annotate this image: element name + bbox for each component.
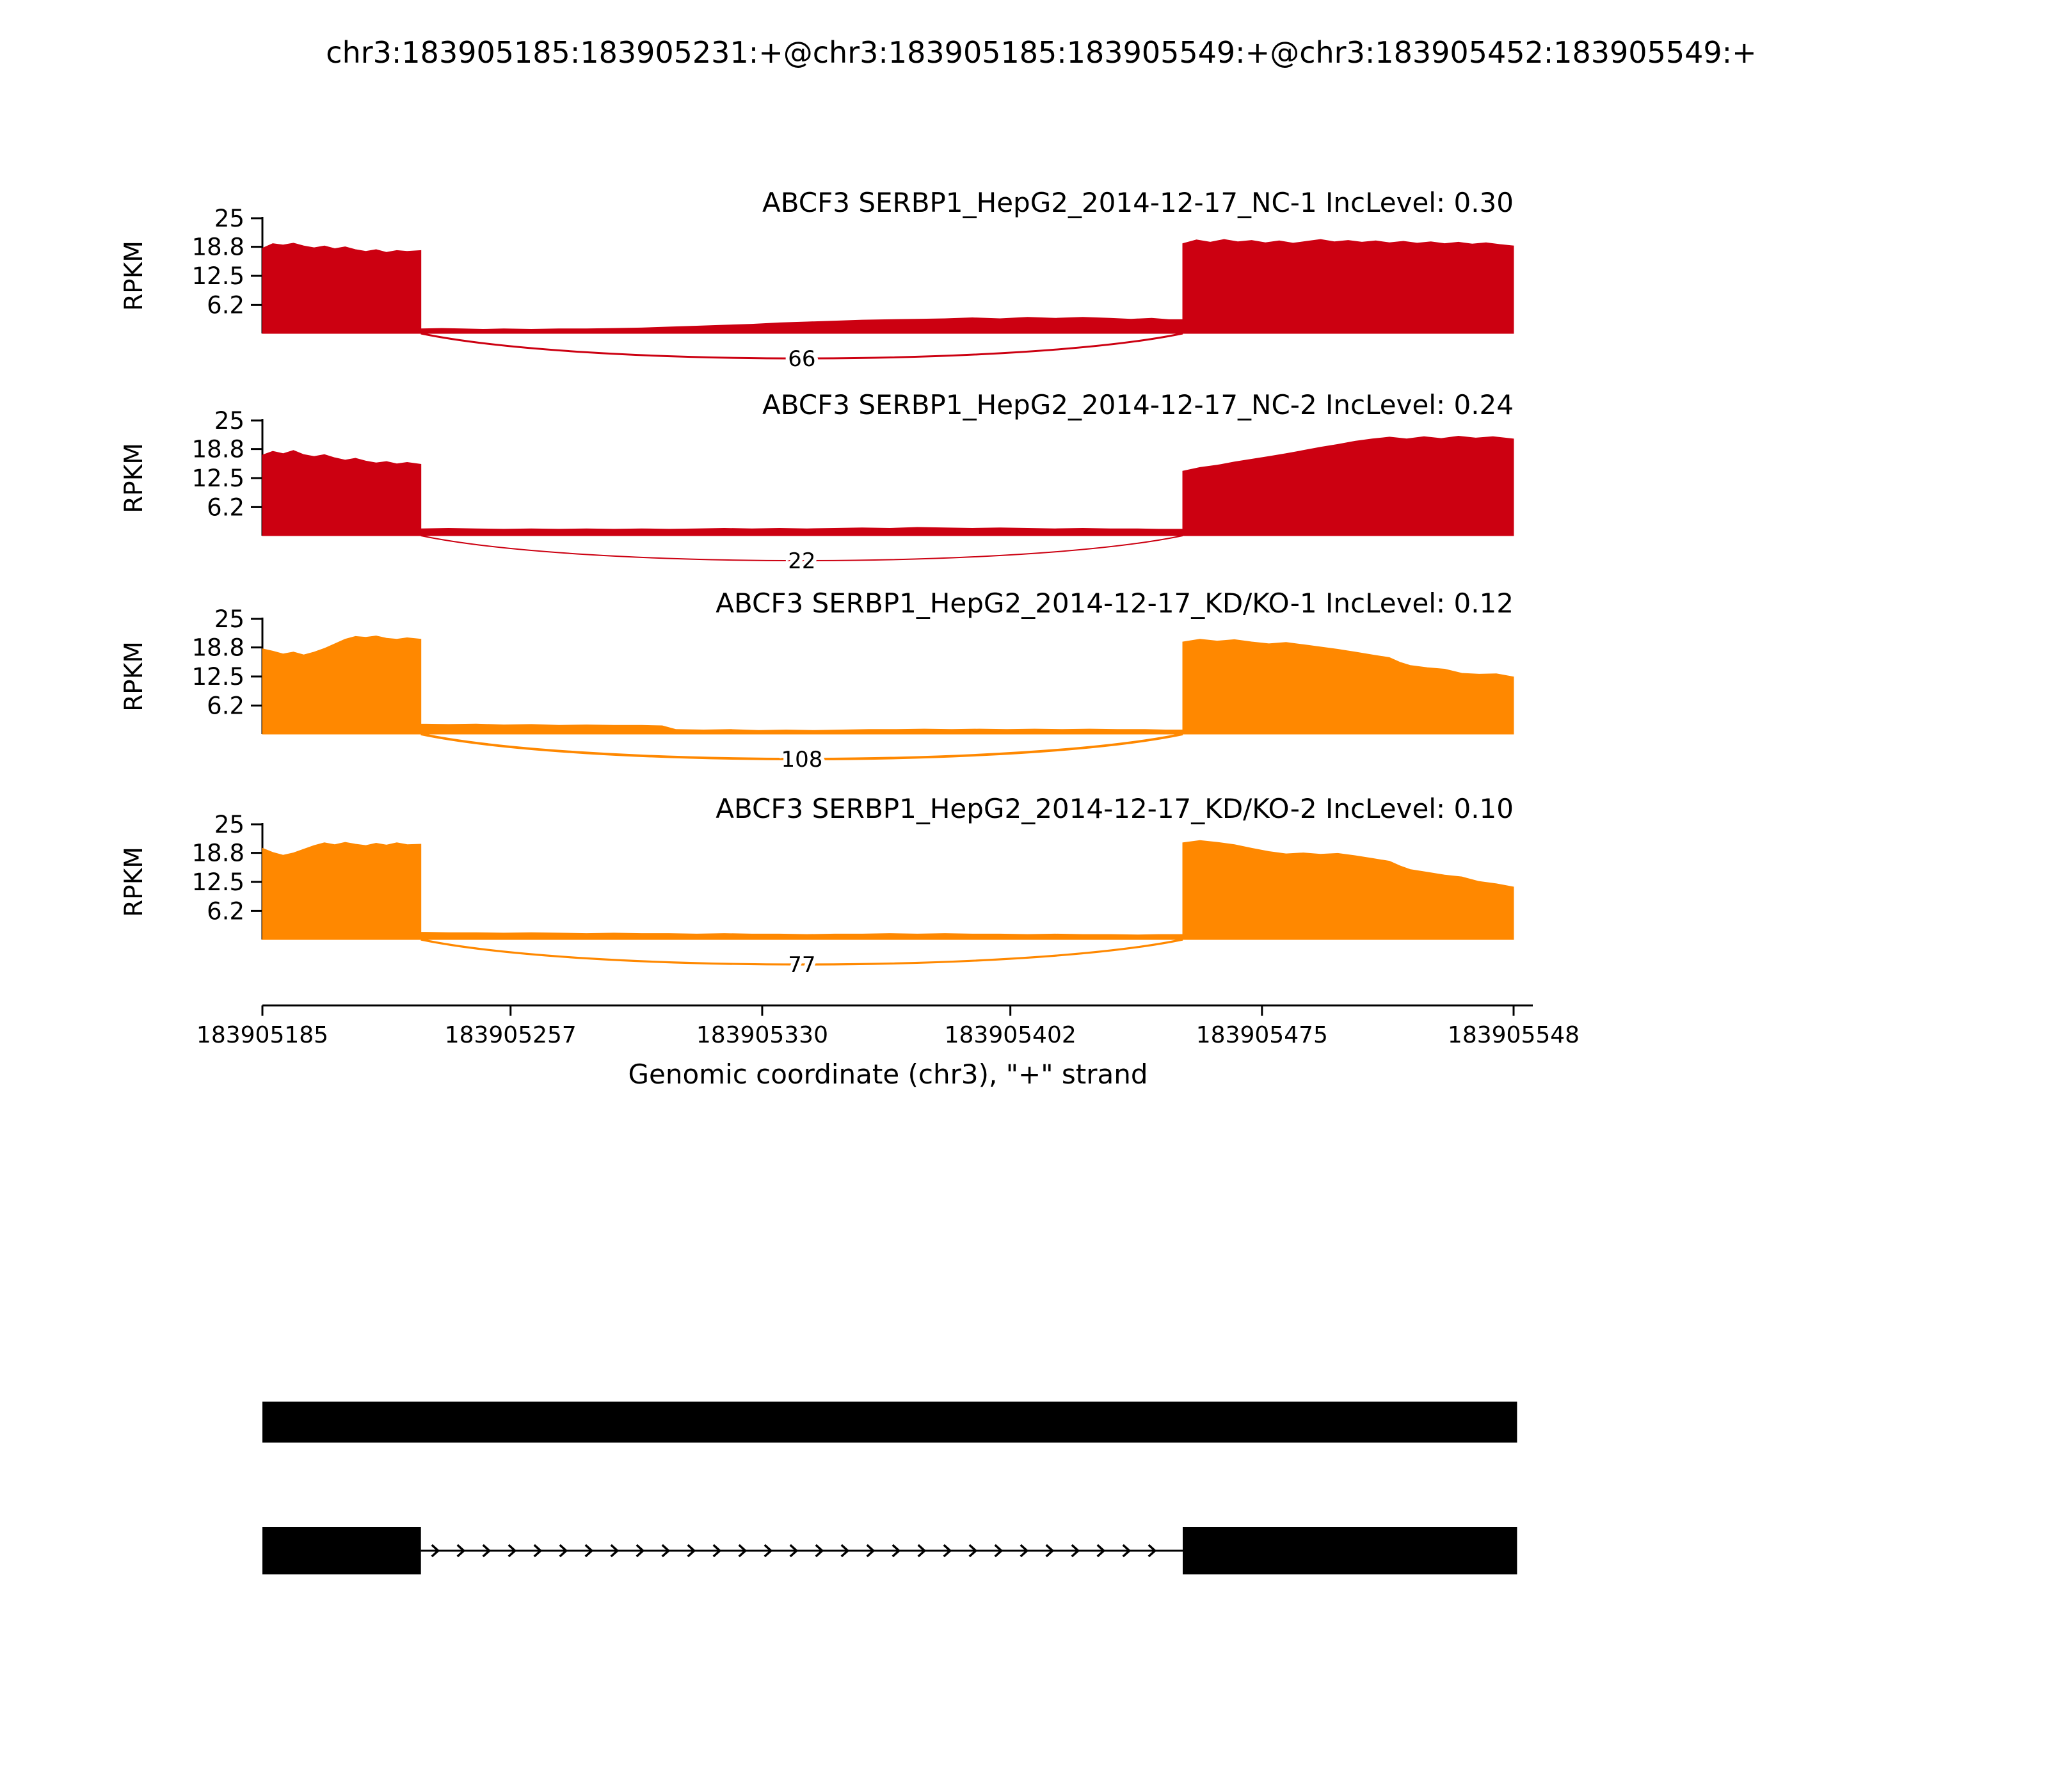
strand-arrow-icon xyxy=(1096,1544,1106,1558)
isoform-1 xyxy=(262,1402,1517,1443)
y-tick-label: 25 xyxy=(214,811,244,838)
y-axis-label: RPKM xyxy=(120,847,148,917)
strand-arrow-icon xyxy=(1148,1544,1157,1558)
coverage-area xyxy=(262,636,1514,735)
track-kdko-2: ABCF3 SERBP1_HepG2_2014-12-17_KD/KO-2 In… xyxy=(120,793,1514,982)
y-tick-label: 25 xyxy=(214,605,244,633)
y-tick-label: 12.5 xyxy=(192,663,244,691)
track-nc-1: ABCF3 SERBP1_HepG2_2014-12-17_NC-1 IncLe… xyxy=(120,187,1514,376)
strand-arrow-icon xyxy=(610,1544,620,1558)
y-tick-label: 18.8 xyxy=(192,234,244,261)
y-axis-label: RPKM xyxy=(120,443,148,513)
strand-arrow-icon xyxy=(1122,1544,1132,1558)
strand-arrow-icon xyxy=(943,1544,952,1558)
y-tick-label: 25 xyxy=(214,407,244,435)
strand-arrow-icon xyxy=(431,1544,440,1558)
x-tick-label: 183905257 xyxy=(445,1022,577,1048)
y-tick-label: 6.2 xyxy=(207,692,244,719)
strand-arrow-icon xyxy=(1071,1544,1080,1558)
strand-arrow-icon xyxy=(661,1544,671,1558)
strand-arrow-icon xyxy=(892,1544,901,1558)
strand-arrow-icon xyxy=(789,1544,799,1558)
gene-model xyxy=(262,1402,1517,1574)
junction-arc xyxy=(420,332,1183,360)
coverage-area xyxy=(262,239,1514,334)
exon-block xyxy=(262,1402,1517,1443)
y-tick-label: 12.5 xyxy=(192,465,244,492)
junction-count: 22 xyxy=(788,548,815,574)
y-tick-label: 6.2 xyxy=(207,897,244,925)
strand-arrow-icon xyxy=(994,1544,1004,1558)
strand-arrow-icon xyxy=(764,1544,773,1558)
coverage-tracks: ABCF3 SERBP1_HepG2_2014-12-17_NC-1 IncLe… xyxy=(120,187,1514,982)
strand-arrow-icon xyxy=(559,1544,568,1558)
strand-arrow-icon xyxy=(815,1544,824,1558)
strand-arrow-icon xyxy=(917,1544,927,1558)
junction-arc xyxy=(420,938,1183,966)
coverage-area xyxy=(262,435,1514,536)
exon-block xyxy=(262,1527,421,1574)
strand-arrow-icon xyxy=(636,1544,645,1558)
x-axis: 183905185 183905257 183905330 183905402 1839… xyxy=(196,1004,1580,1090)
strand-arrow-icon xyxy=(866,1544,876,1558)
strand-arrow-icon xyxy=(840,1544,850,1558)
strand-arrow-icon xyxy=(482,1544,492,1558)
plot-title: chr3:183905185:183905231:+@chr3:18390518… xyxy=(326,35,1756,70)
y-tick-label: 12.5 xyxy=(192,262,244,290)
strand-arrow-icon xyxy=(1020,1544,1029,1558)
strand-arrow-icon xyxy=(1045,1544,1055,1558)
strand-arrow-icon xyxy=(738,1544,748,1558)
track-kdko-1: ABCF3 SERBP1_HepG2_2014-12-17_KD/KO-1 In… xyxy=(120,588,1514,776)
y-tick-label: 25 xyxy=(214,205,244,232)
junction-arc xyxy=(420,733,1183,760)
y-axis-label: RPKM xyxy=(120,241,148,311)
strand-arrow-icon xyxy=(968,1544,978,1558)
y-tick-label: 6.2 xyxy=(207,493,244,521)
x-tick-label: 183905185 xyxy=(196,1022,328,1048)
junction-count: 66 xyxy=(788,346,815,372)
track-title: ABCF3 SERBP1_HepG2_2014-12-17_KD/KO-1 In… xyxy=(716,588,1514,619)
x-tick-label: 183905548 xyxy=(1448,1022,1580,1048)
y-tick-label: 18.8 xyxy=(192,436,244,463)
y-tick-label: 6.2 xyxy=(207,291,244,319)
track-title: ABCF3 SERBP1_HepG2_2014-12-17_KD/KO-2 In… xyxy=(716,793,1514,824)
y-tick-label: 18.8 xyxy=(192,634,244,662)
junction-arc xyxy=(420,535,1183,561)
y-tick-label: 18.8 xyxy=(192,840,244,867)
x-tick-label: 183905475 xyxy=(1196,1022,1328,1048)
strand-arrow-icon xyxy=(712,1544,722,1558)
isoform-2 xyxy=(262,1527,1517,1574)
strand-arrow-icon xyxy=(584,1544,594,1558)
track-title: ABCF3 SERBP1_HepG2_2014-12-17_NC-2 IncLe… xyxy=(762,389,1514,420)
junction-count: 108 xyxy=(781,747,822,772)
strand-arrow-icon xyxy=(687,1544,696,1558)
coverage-area xyxy=(262,840,1514,940)
strand-arrow-icon xyxy=(533,1544,543,1558)
exon-block xyxy=(1183,1527,1517,1574)
x-tick-label: 183905402 xyxy=(945,1022,1076,1048)
x-axis-title: Genomic coordinate (chr3), "+" strand xyxy=(628,1059,1148,1090)
track-title: ABCF3 SERBP1_HepG2_2014-12-17_NC-1 IncLe… xyxy=(762,187,1514,218)
track-nc-2: ABCF3 SERBP1_HepG2_2014-12-17_NC-2 IncLe… xyxy=(120,389,1514,578)
strand-arrow-icon xyxy=(508,1544,517,1558)
x-tick-label: 183905330 xyxy=(696,1022,828,1048)
strand-arrow-icon xyxy=(456,1544,466,1558)
y-tick-label: 12.5 xyxy=(192,868,244,896)
y-axis-label: RPKM xyxy=(120,641,148,712)
junction-count: 77 xyxy=(788,952,815,978)
